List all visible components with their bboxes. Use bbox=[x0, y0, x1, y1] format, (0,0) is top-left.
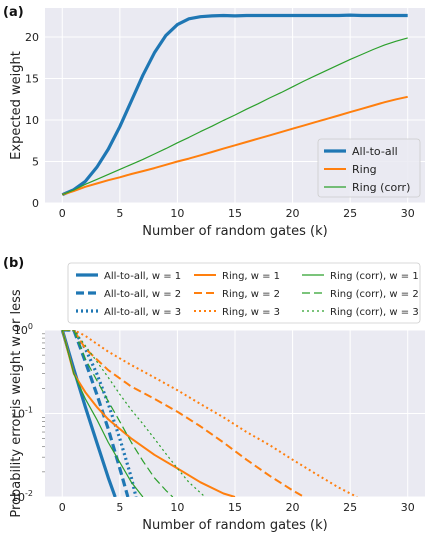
panel-a-x-tick-label: 25 bbox=[343, 207, 357, 220]
panel-b-series-line bbox=[62, 330, 305, 497]
panel-b-x-tick-label: 20 bbox=[286, 501, 300, 514]
panel-b-y-axis-label: Probability error is weight w or less bbox=[9, 289, 24, 518]
panel-a-legend: All-to-all Ring Ring (corr) bbox=[317, 138, 421, 198]
panel-b-legend-entry: All-to-all, w = 2 bbox=[104, 289, 181, 300]
panel-a-x-tick-label: 10 bbox=[170, 207, 184, 220]
panel-a-legend-box bbox=[317, 138, 421, 198]
panel-a-series-line bbox=[61, 95, 408, 196]
panel-b-legend-entry: Ring (corr), w = 2 bbox=[330, 289, 419, 300]
panel-b-legend-entry: All-to-all, w = 1 bbox=[104, 271, 181, 282]
panel-a-x-axis-label: Number of random gates (k) bbox=[142, 224, 327, 239]
panel-a-y-tick-label: 20 bbox=[25, 31, 39, 44]
panel-b-series-group bbox=[60, 330, 358, 497]
panel-a-x-tick-label: 0 bbox=[59, 207, 66, 220]
panel-a-x-tick-label: 5 bbox=[116, 207, 123, 220]
panel-b-legend-entry: All-to-all, w = 3 bbox=[104, 307, 181, 318]
panel-a-y-tick-label: 10 bbox=[25, 114, 39, 127]
panel-a-x-tick-label: 30 bbox=[401, 207, 415, 220]
panel-b-legend-box bbox=[67, 262, 421, 324]
panel-b-x-tick-label: 10 bbox=[170, 501, 184, 514]
panel-b-series-line bbox=[62, 330, 206, 497]
panel-b-series-line bbox=[62, 330, 174, 497]
panel-b-x-tick-label: 15 bbox=[228, 501, 242, 514]
panel-a-y-axis-label: Expected weight bbox=[9, 51, 24, 160]
panel-a-series-line bbox=[62, 37, 408, 196]
panel-a-y-tick-label: 0 bbox=[32, 197, 39, 210]
panel-b-label: (b) bbox=[3, 256, 24, 271]
panel-b-x-axis-label: Number of random gates (k) bbox=[142, 518, 327, 533]
panel-b-legend-entry: Ring, w = 1 bbox=[222, 271, 280, 282]
panel-b-series-line bbox=[61, 330, 144, 497]
panel-a-legend-entry: Ring bbox=[352, 163, 377, 176]
panel-a-label: (a) bbox=[3, 5, 24, 20]
panel-b-legend-entry: Ring, w = 3 bbox=[222, 307, 280, 318]
panel-b-x-tick-label: 30 bbox=[401, 501, 415, 514]
panel-b-legend-entry: Ring (corr), w = 3 bbox=[330, 307, 419, 318]
panel-a-y-tick-label: 5 bbox=[32, 156, 39, 169]
panel-a-x-tick-label: 20 bbox=[286, 207, 300, 220]
panel-a-legend-entry: Ring (corr) bbox=[352, 181, 410, 194]
panel-a-series-line bbox=[61, 13, 408, 197]
panel-b-x-tick-label: 5 bbox=[116, 501, 123, 514]
panel-b-legend: All-to-all, w = 1 All-to-all, w = 2 All-to… bbox=[67, 262, 421, 324]
panel-b-legend-entry: Ring, w = 2 bbox=[222, 289, 280, 300]
panel-b-legend-entry: Ring (corr), w = 1 bbox=[330, 271, 419, 282]
panel-a-x-tick-label: 15 bbox=[228, 207, 242, 220]
panel-b-series-line bbox=[61, 330, 236, 497]
panel-a-y-tick-label: 15 bbox=[25, 73, 39, 86]
panel-b-series-line bbox=[62, 330, 130, 497]
panel-b-x-tick-label: 0 bbox=[59, 501, 66, 514]
panel-a-legend-entry: All-to-all bbox=[352, 145, 398, 158]
panel-b-x-tick-label: 25 bbox=[343, 501, 357, 514]
